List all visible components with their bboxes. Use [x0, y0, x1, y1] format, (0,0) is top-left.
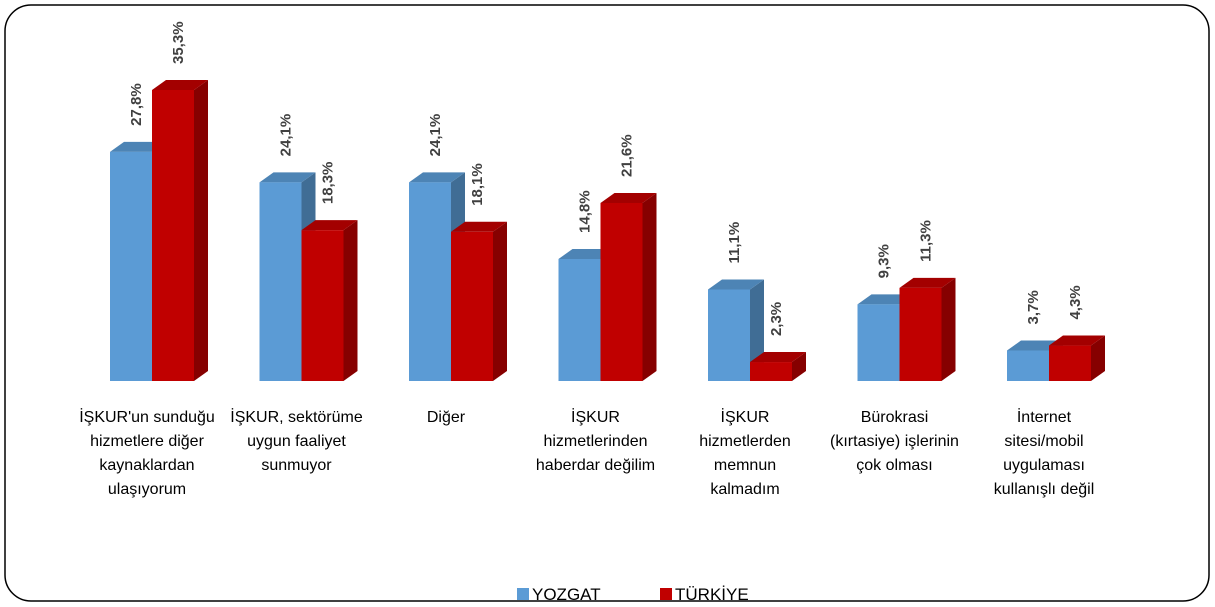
bar-top [600, 192, 657, 203]
value-label: 18,1% [469, 163, 486, 206]
value-label: 9,3% [876, 244, 893, 278]
value-label: 27,8% [128, 83, 145, 126]
bar-side [642, 192, 657, 381]
bar [558, 258, 601, 381]
bar-side [792, 352, 806, 381]
bar-top [1049, 335, 1105, 346]
bar [409, 182, 451, 381]
bar-top [259, 172, 316, 183]
value-label: 4,3% [1067, 285, 1084, 319]
category-label: İŞKUR hizmetlerden memnun kalmadım [699, 409, 791, 498]
bar-top [409, 172, 465, 183]
legend-swatch [660, 588, 672, 600]
value-label: 11,3% [918, 220, 935, 262]
value-label: 18,3% [320, 162, 337, 205]
value-label: 24,1% [427, 114, 444, 157]
bar [600, 202, 643, 381]
bar-side [343, 220, 358, 381]
category-label: Diğer [426, 409, 466, 426]
bar-top [451, 221, 507, 232]
legend-swatch [517, 588, 529, 600]
bar [750, 362, 792, 381]
value-label: 35,3% [170, 21, 187, 64]
bar-top [899, 277, 956, 288]
bar-side [493, 221, 507, 381]
category-label: Bürokrasi (kırtasiye) işlerinin çok olma… [830, 409, 959, 474]
value-label: 14,8% [577, 190, 594, 233]
bar [152, 90, 194, 381]
legend-label: YOZGAT [532, 585, 601, 604]
legend-label: TÜRKİYE [675, 585, 749, 604]
bar-side [194, 80, 208, 381]
value-label: 2,3% [768, 302, 785, 336]
category-label: İŞKUR'un sunduğu hizmetlere diğer kaynak… [79, 409, 215, 498]
value-label: 11,1% [726, 222, 743, 264]
bar [899, 287, 942, 381]
category-label: İnternet sitesi/mobil uygulaması kullanı… [993, 409, 1095, 498]
bar [1049, 345, 1091, 381]
value-label: 21,6% [619, 134, 636, 177]
category-label: İŞKUR hizmetlerinden haberdar değilim [535, 409, 656, 474]
bar-side [1091, 335, 1105, 381]
bar-top [750, 352, 806, 363]
bar [110, 151, 152, 381]
bar [857, 304, 900, 381]
bar [1007, 350, 1049, 381]
bar [708, 289, 750, 381]
bar-top [301, 220, 358, 231]
bar [451, 231, 493, 381]
value-label: 24,1% [278, 114, 295, 157]
bar [259, 182, 302, 381]
bar-top [152, 80, 208, 90]
bar-top [708, 279, 764, 290]
category-label: İŞKUR, sektörüme uygun faaliyet sunmuyor [230, 409, 363, 474]
bar [301, 230, 344, 381]
value-label: 3,7% [1025, 290, 1042, 324]
bar-side [941, 277, 956, 381]
